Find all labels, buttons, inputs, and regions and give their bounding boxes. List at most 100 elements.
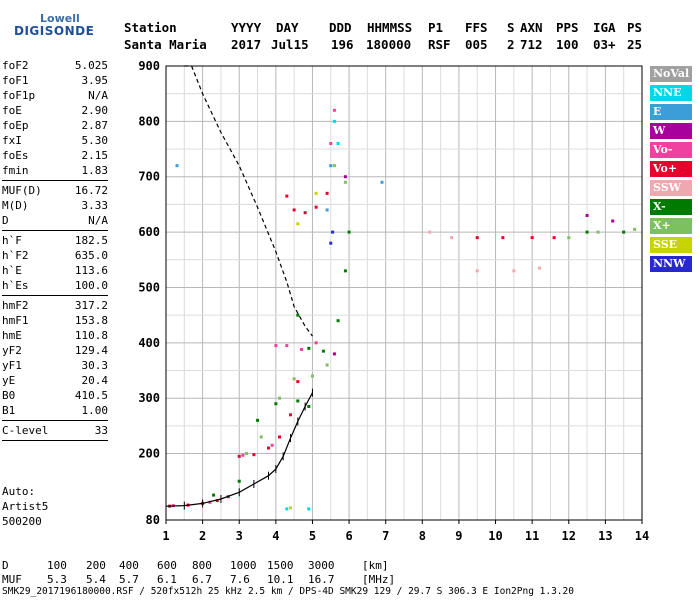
- legend-item-ssw: SSW: [650, 180, 692, 196]
- param-row: foF1 3.95: [2, 73, 108, 88]
- param-row: h`F 182.5: [2, 233, 108, 248]
- data-point: [296, 313, 300, 317]
- x-tick-label: 3: [236, 529, 243, 543]
- header-label-7: S: [507, 20, 515, 35]
- footer-cell: 3000: [308, 559, 335, 572]
- param-row: fmin 1.83: [2, 163, 108, 178]
- param-name: fxI: [2, 134, 22, 147]
- legend-item-noval: NoVal: [650, 66, 692, 82]
- data-point: [314, 191, 318, 195]
- footer-cell: 10.1: [267, 573, 294, 586]
- param-value: 635.0: [74, 249, 108, 262]
- logo-digisonde: DIGISONDE: [14, 24, 95, 38]
- data-point: [307, 346, 311, 350]
- y-tick-label: 900: [138, 59, 160, 73]
- header-value-10: 03+: [593, 37, 616, 52]
- data-point: [175, 164, 179, 168]
- series-nnw: [329, 230, 335, 245]
- data-point: [292, 208, 296, 212]
- header-label-11: PS: [627, 20, 643, 35]
- legend-item-x: X-: [650, 199, 692, 215]
- plot-frame: [165, 65, 643, 521]
- param-row: h`E 113.6: [2, 263, 108, 278]
- header-value-4: 180000: [366, 37, 412, 52]
- x-tick-label: 14: [635, 529, 649, 543]
- data-point: [296, 399, 300, 403]
- param-value: 410.5: [74, 389, 108, 402]
- y-tick-label: 300: [138, 391, 160, 405]
- data-point: [307, 405, 311, 408]
- header-value-8: 712: [520, 37, 543, 52]
- param-value: 2.87: [81, 119, 109, 132]
- param-separator: [2, 420, 108, 421]
- data-point: [611, 219, 615, 223]
- data-point: [259, 435, 263, 439]
- x-tick-label: 5: [309, 529, 316, 543]
- param-name: B0: [2, 389, 16, 402]
- data-point: [288, 506, 292, 510]
- param-row: MUF(D) 16.72: [2, 183, 108, 198]
- x-tick-label: 2: [199, 529, 206, 543]
- data-point: [252, 453, 256, 457]
- param-value: 5.025: [74, 59, 108, 72]
- virtual-height-profile: [191, 65, 313, 337]
- data-point: [343, 180, 347, 184]
- data-point: [530, 236, 534, 240]
- data-point: [310, 374, 314, 378]
- data-point: [292, 377, 296, 381]
- data-point: [380, 180, 384, 184]
- chart-data-layer: [168, 108, 637, 511]
- x-tick-label: 13: [598, 529, 612, 543]
- data-point: [270, 443, 274, 447]
- param-value: 3.33: [81, 199, 109, 212]
- param-value: 182.5: [74, 234, 108, 247]
- data-point: [450, 236, 454, 240]
- param-row: yF1 30.3: [2, 358, 108, 373]
- data-point: [622, 230, 626, 234]
- footer-cell: 16.7: [308, 573, 335, 586]
- param-value: 2.15: [81, 149, 109, 162]
- param-row: yF2 129.4: [2, 343, 108, 358]
- param-separator: [2, 180, 108, 181]
- data-point: [285, 344, 289, 348]
- param-name: h`F2: [2, 249, 29, 262]
- data-point: [343, 269, 347, 273]
- param-row: B1 1.00: [2, 403, 108, 418]
- footer-cell: 100: [47, 559, 67, 572]
- data-point: [567, 236, 571, 240]
- data-point: [215, 499, 219, 503]
- series-vo: [171, 108, 336, 508]
- param-name: foE: [2, 104, 22, 117]
- x-tick-label: 4: [272, 529, 279, 543]
- series-w: [332, 175, 615, 356]
- param-row: fxI 5.30: [2, 133, 108, 148]
- x-tick-label: 12: [562, 529, 576, 543]
- header-value-9: 100: [556, 37, 579, 52]
- x-tick-label: 11: [525, 529, 539, 543]
- footer-cell: 1500: [267, 559, 294, 572]
- footer-cell: 1000: [230, 559, 257, 572]
- param-row: yE 20.4: [2, 373, 108, 388]
- param-separator: [2, 295, 108, 296]
- header-label-3: DDD: [329, 20, 352, 35]
- param-value: 30.3: [81, 359, 109, 372]
- data-point: [325, 363, 329, 367]
- param-name: yF2: [2, 344, 22, 357]
- y-tick-label: 800: [138, 114, 160, 128]
- param-row: foE 2.90: [2, 103, 108, 118]
- header-value-3: 196: [331, 37, 354, 52]
- data-point: [245, 452, 249, 456]
- data-point: [303, 211, 307, 215]
- data-point: [596, 230, 600, 234]
- data-point: [332, 352, 336, 356]
- param-name: foEs: [2, 149, 29, 162]
- data-point: [274, 402, 278, 406]
- data-point: [296, 380, 300, 384]
- header-label-9: PPS: [556, 20, 579, 35]
- data-point: [237, 479, 241, 483]
- param-name: hmF1: [2, 314, 29, 327]
- data-point: [331, 230, 335, 234]
- header-value-1: 2017: [231, 37, 262, 52]
- data-point: [237, 454, 241, 458]
- param-value: 5.30: [81, 134, 109, 147]
